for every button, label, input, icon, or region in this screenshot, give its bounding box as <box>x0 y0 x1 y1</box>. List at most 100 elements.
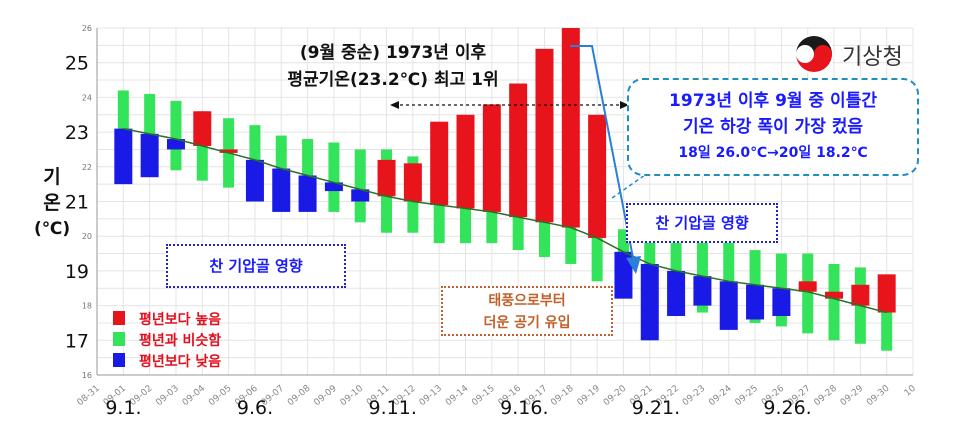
below-normal-bar <box>772 288 791 317</box>
above-normal-bar <box>851 284 870 306</box>
major-date-label: 9.11. <box>368 397 417 419</box>
major-date-label: 9.26. <box>763 397 812 419</box>
major-date-label: 9.6. <box>236 397 274 419</box>
x-tick-label: 09-08 <box>286 383 313 408</box>
typhoon-warm-air-label: 태풍으로부터 더운 공기 유입 <box>441 286 613 336</box>
above-normal-bar <box>219 149 238 153</box>
x-tick-label: 09-25 <box>734 384 760 408</box>
legend-label-near: 평년과 비슷함 <box>139 333 222 349</box>
x-tick-label: 10 <box>903 383 918 398</box>
above-normal-bar <box>482 104 501 212</box>
cold-trough-label-early: 찬 기압골 영향 <box>166 244 346 288</box>
x-tick-label: 09-29 <box>839 383 866 408</box>
above-normal-bar <box>535 48 554 223</box>
y-axis-label-line1: 기 <box>43 166 61 188</box>
y-tick-label-minor: 22 <box>82 163 92 172</box>
major-date-label: 9.16. <box>500 397 549 419</box>
x-tick-label: 09-20 <box>602 383 629 408</box>
typhoon-line2: 더운 공기 유입 <box>483 315 571 331</box>
x-tick-label: 09-05 <box>207 384 233 408</box>
near-normal-bar <box>723 239 735 320</box>
near-normal-bar <box>302 139 314 209</box>
y-tick-label: 21 <box>65 192 89 214</box>
above-normal-bar <box>825 291 844 299</box>
below-normal-bar <box>719 281 738 330</box>
x-tick-label: 09-28 <box>812 383 839 408</box>
y-tick-label: 23 <box>65 122 89 144</box>
near-normal-bar <box>170 100 182 171</box>
y-tick-label-minor: 20 <box>82 232 92 241</box>
x-tick-label: 09-13 <box>418 384 444 408</box>
above-normal-bar <box>509 83 528 218</box>
range-arrow-left-head <box>390 101 399 109</box>
drop-arrow-head <box>626 256 641 274</box>
below-normal-bar <box>614 251 633 299</box>
x-tick-label: 09-04 <box>181 383 208 408</box>
above-normal-bar <box>588 114 607 238</box>
near-normal-bar <box>802 253 814 334</box>
near-normal-bar <box>670 225 682 310</box>
y-axis-label-line2: 온 <box>43 192 61 214</box>
above-normal-bar <box>403 163 422 202</box>
x-tick-label: 09-23 <box>681 384 707 408</box>
x-tick-label: 09-15 <box>470 384 496 408</box>
legend-swatch-near <box>113 332 125 346</box>
major-date-label: 9.21. <box>631 397 681 419</box>
below-normal-bar <box>114 128 133 185</box>
callout-line2: 기온 하강 폭이 가장 컸음 <box>682 117 864 137</box>
legend-label-below: 평년보다 낮음 <box>139 354 222 370</box>
september-record-note: (9월 중순) 1973년 이후 평균기온(23.2℃) 최고 1위 <box>268 40 518 94</box>
legend-label-above: 평년보다 높음 <box>139 312 222 328</box>
near-normal-bar <box>144 93 156 171</box>
x-tick-label: 08-31 <box>75 384 101 408</box>
near-normal-bar <box>328 142 340 212</box>
y-tick-label-minor: 18 <box>82 302 92 311</box>
below-normal-bar <box>667 270 686 317</box>
x-tick-label: 09-19 <box>576 383 603 408</box>
above-normal-bar <box>798 281 817 292</box>
legend-swatch-below <box>113 353 125 367</box>
x-tick-label: 09-24 <box>707 383 734 408</box>
near-normal-bar <box>828 263 840 341</box>
above-normal-bar <box>456 114 475 209</box>
deviation-bars <box>114 28 896 341</box>
y-tick-label-minor: 16 <box>82 371 92 380</box>
y-axis-label-unit: (℃) <box>34 219 71 239</box>
below-normal-bar <box>298 175 317 212</box>
x-tick-label: 09-10 <box>339 383 366 408</box>
y-axis-label: 기 온 (℃) <box>34 164 70 242</box>
cold-trough-label-late: 찬 기압골 영향 <box>626 203 778 243</box>
above-normal-bar <box>877 274 896 313</box>
x-tick-label: 09-30 <box>865 383 892 408</box>
below-normal-bar <box>272 168 291 212</box>
below-normal-bar <box>351 189 370 202</box>
x-tick-label: 09-14 <box>444 383 471 408</box>
september-record-line1: (9월 중순) 1973년 이후 <box>299 43 487 63</box>
drop-arrow <box>570 45 635 264</box>
near-normal-bar <box>117 90 129 167</box>
near-normal-bar <box>591 198 603 282</box>
x-tick-label: 09-18 <box>549 383 576 408</box>
below-normal-bar <box>166 139 185 150</box>
above-normal-bar <box>430 121 449 205</box>
near-normal-bar <box>696 229 708 313</box>
annotation-arrows <box>390 45 656 274</box>
above-normal-bar <box>377 159 396 197</box>
below-normal-bar <box>324 182 343 192</box>
below-normal-bar <box>640 263 659 341</box>
below-normal-bar <box>140 133 159 178</box>
kma-taegeuk-logo-icon <box>794 34 834 74</box>
typhoon-line1: 태풍으로부터 <box>488 293 566 309</box>
below-normal-bar <box>693 276 712 306</box>
y-tick-label: 17 <box>65 330 89 352</box>
y-tick-label-minor: 26 <box>82 24 92 33</box>
major-date-label: 9.1. <box>105 397 142 419</box>
kma-logo: 기상청 <box>790 30 940 78</box>
near-normal-bar <box>617 229 629 261</box>
normal-line-path <box>123 127 887 314</box>
callout-line3: 18일 26.0℃→20일 18.2℃ <box>678 145 868 161</box>
september-record-line2: 평균기온(23.2℃) 최고 1위 <box>287 70 499 90</box>
range-arrow-right-head <box>620 101 629 109</box>
y-tick-label: 25 <box>65 53 89 75</box>
